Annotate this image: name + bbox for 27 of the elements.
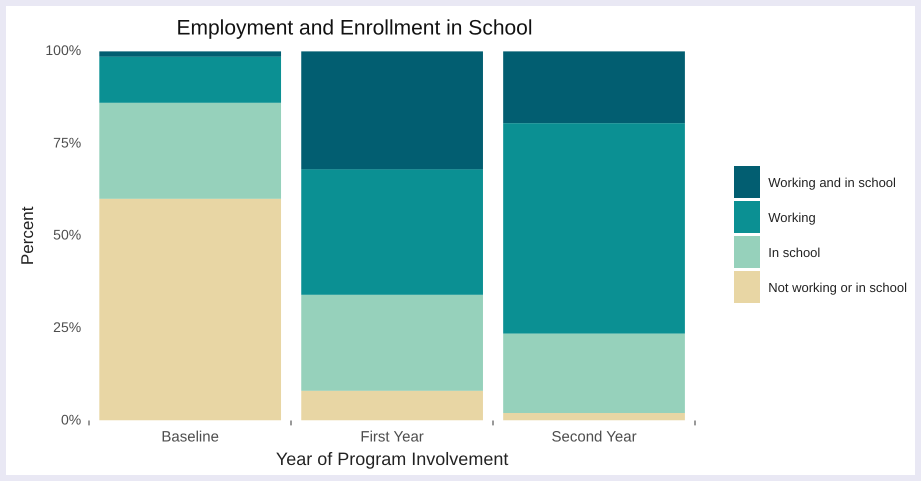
bar <box>99 198 282 420</box>
bar <box>301 51 483 170</box>
y-tick-label: 100% <box>45 42 82 58</box>
x-axis-title: Year of Program Involvement <box>276 449 508 470</box>
bar <box>301 294 483 391</box>
bar <box>503 123 685 334</box>
bar <box>99 56 282 103</box>
y-axis-title: Percent <box>18 206 37 266</box>
x-tick-label: First Year <box>360 428 424 446</box>
chart-title: Employment and Enrollment in School <box>176 16 533 40</box>
y-tick-label: 50% <box>53 226 82 243</box>
y-tick-label: 0% <box>60 411 82 428</box>
text: In school <box>768 244 820 260</box>
text: Working <box>768 210 816 224</box>
bar <box>503 413 685 420</box>
text: Not working or in school <box>768 280 907 294</box>
y-tick-label: 75% <box>53 134 82 150</box>
bar <box>503 51 685 124</box>
bar <box>301 390 483 420</box>
y-tick-label: 25% <box>53 318 82 335</box>
text: Working and in school <box>768 174 896 190</box>
bar <box>301 169 483 295</box>
bar <box>99 51 282 57</box>
x-tick-label: Baseline <box>161 428 219 446</box>
bar <box>99 102 282 199</box>
bar <box>503 334 685 414</box>
x-tick-label: Second Year <box>551 428 637 446</box>
